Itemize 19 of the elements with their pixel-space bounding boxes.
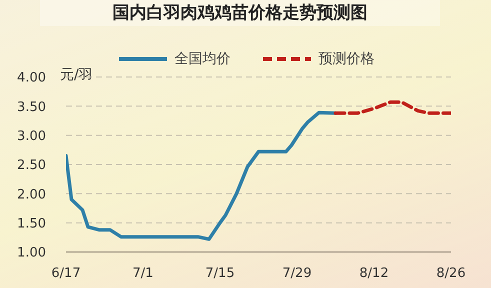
y-tick-label: 3.00 — [17, 128, 46, 144]
x-tick-label: 7/29 — [282, 266, 312, 282]
y-tick-label: 3.50 — [17, 100, 46, 115]
legend-label: 全国均价 — [174, 50, 230, 68]
y-tick-label: 1.00 — [17, 246, 46, 261]
line-series — [334, 100, 451, 115]
x-tick-label: 7/1 — [132, 266, 154, 282]
chart-title: 国内白羽肉鸡鸡苗价格走势预测图 — [40, 0, 440, 26]
y-tick-label: 2.00 — [17, 187, 46, 202]
y-tick-label: 4.00 — [17, 70, 46, 86]
y-tick-label: 2.50 — [17, 158, 46, 174]
y-axis-title: 元/羽 — [60, 66, 93, 84]
legend-label: 预测价格 — [318, 50, 374, 68]
x-tick-label: 6/17 — [51, 266, 81, 282]
x-tick-label: 7/15 — [205, 266, 235, 282]
x-tick-label: 8/26 — [436, 266, 466, 282]
x-tick-label: 8/12 — [359, 266, 389, 282]
y-tick-label: 1.50 — [17, 216, 46, 232]
line-series — [66, 110, 338, 241]
